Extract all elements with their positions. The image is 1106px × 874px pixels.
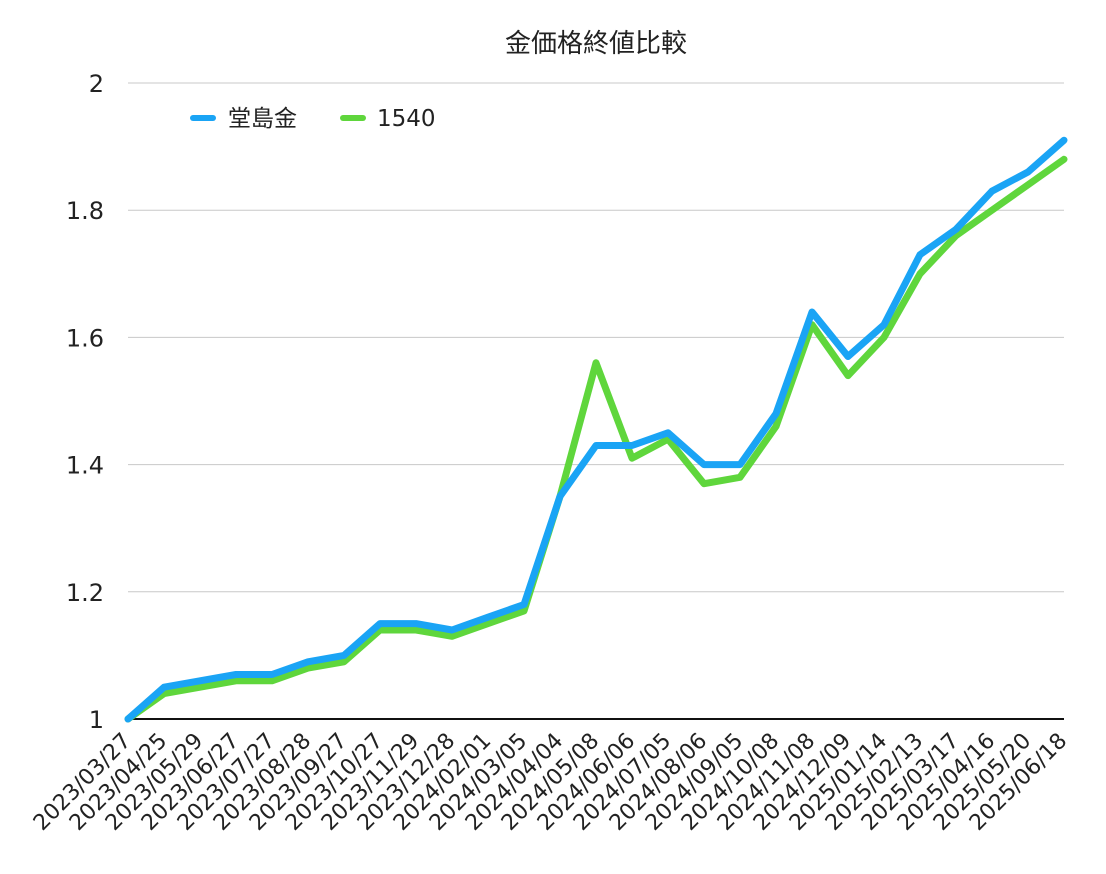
data-point-1540 xyxy=(269,677,275,684)
data-point-1540 xyxy=(1061,156,1067,163)
series-lines xyxy=(124,136,1068,723)
data-point-dojima xyxy=(665,429,671,436)
data-point-dojima xyxy=(557,493,563,500)
y-tick-label: 1.8 xyxy=(66,197,104,225)
data-point-dojima xyxy=(377,620,383,627)
legend-label-1540: 1540 xyxy=(377,106,436,132)
data-point-dojima xyxy=(305,658,311,665)
data-point-dojima xyxy=(485,614,491,621)
data-point-dojima xyxy=(1025,169,1031,176)
data-point-1540 xyxy=(413,626,419,633)
y-tick-label: 1.6 xyxy=(66,324,104,352)
data-point-dojima xyxy=(161,684,167,691)
data-point-1540 xyxy=(881,334,887,341)
data-point-dojima xyxy=(917,251,923,258)
data-point-dojima xyxy=(269,671,275,678)
legend-label-dojima: 堂島金 xyxy=(228,106,297,132)
data-point-dojima xyxy=(197,677,203,684)
legend: 堂島金 1540 xyxy=(190,106,436,132)
data-point-1540 xyxy=(845,372,851,379)
grid-lines xyxy=(128,82,1064,720)
y-tick-label: 2 xyxy=(89,70,104,98)
data-point-dojima xyxy=(845,353,851,360)
data-point-dojima xyxy=(809,308,815,315)
data-point-1540 xyxy=(305,665,311,672)
data-point-dojima xyxy=(629,442,635,449)
data-point-dojima xyxy=(1061,137,1067,144)
data-point-dojima xyxy=(989,188,995,195)
data-point-dojima xyxy=(449,626,455,633)
series-line-dojima xyxy=(124,136,1068,723)
data-point-1540 xyxy=(197,684,203,691)
x-axis-ticks: 2023/03/272023/04/252023/05/292023/06/27… xyxy=(29,729,1072,836)
data-point-1540 xyxy=(737,474,743,481)
data-point-1540 xyxy=(773,423,779,430)
data-point-1540 xyxy=(701,480,707,487)
data-point-1540 xyxy=(233,677,239,684)
data-point-1540 xyxy=(521,607,527,614)
data-point-1540 xyxy=(989,207,995,214)
data-point-1540 xyxy=(341,658,347,665)
y-axis-ticks: 1 1.2 1.4 1.6 1.8 2 xyxy=(66,70,104,734)
chart-title: 金価格終値比較 xyxy=(505,29,687,59)
data-point-dojima xyxy=(953,226,959,233)
data-point-1540 xyxy=(593,359,599,366)
data-point-dojima xyxy=(881,321,887,328)
data-point-1540 xyxy=(485,620,491,627)
y-tick-label: 1.2 xyxy=(66,579,104,607)
series-line-1540 xyxy=(124,155,1068,723)
data-point-1540 xyxy=(1025,181,1031,188)
data-point-dojima xyxy=(413,620,419,627)
data-point-dojima xyxy=(701,461,707,468)
data-point-dojima xyxy=(593,442,599,449)
y-tick-label: 1.4 xyxy=(66,452,104,480)
data-point-dojima xyxy=(233,671,239,678)
data-point-1540 xyxy=(629,455,635,462)
data-point-1540 xyxy=(917,270,923,277)
data-point-dojima xyxy=(737,461,743,468)
data-point-dojima xyxy=(341,652,347,659)
data-point-dojima xyxy=(125,716,131,722)
y-tick-label: 1 xyxy=(89,706,104,734)
data-point-1540 xyxy=(449,633,455,640)
data-point-dojima xyxy=(773,410,779,417)
data-point-dojima xyxy=(521,601,527,608)
